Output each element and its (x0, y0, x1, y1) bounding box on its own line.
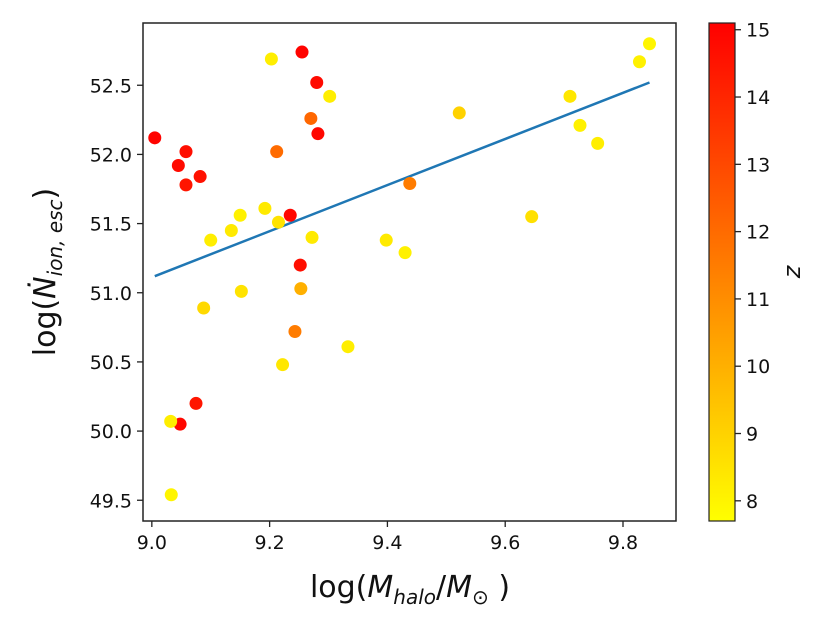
data-points-layer (148, 37, 656, 502)
data-point (323, 89, 337, 103)
data-point (310, 75, 324, 89)
colorbar-tick-label: 14 (746, 87, 770, 109)
colorbar-tick-label: 8 (746, 491, 758, 513)
y-tick-label: 51.5 (90, 214, 132, 236)
y-tick-label: 51.0 (90, 283, 132, 305)
data-point (563, 89, 577, 103)
data-point (294, 282, 308, 296)
x-tick-label: 9.4 (372, 532, 402, 554)
colorbar-tick-label: 10 (746, 356, 770, 378)
colorbar-tick-label: 13 (746, 154, 770, 176)
y-axis-label: log(Ṅion, esc) (27, 188, 67, 357)
data-point (591, 136, 605, 150)
fit-line-layer (154, 81, 650, 278)
data-point (258, 201, 272, 215)
data-point (197, 301, 211, 315)
colorbar-ticks: 8 9 10 11 12 13 14 15 (735, 20, 770, 513)
x-tick-label: 9.6 (490, 532, 520, 554)
data-point (164, 488, 178, 502)
plot-area (142, 22, 677, 522)
colorbar-tick-label: 15 (746, 20, 770, 42)
data-point (288, 324, 302, 338)
colorbar-tick-label: 9 (746, 424, 758, 446)
colorbar-tick-label: 12 (746, 222, 770, 244)
data-point (224, 224, 238, 237)
x-tick-label: 9.8 (608, 532, 638, 554)
data-point (525, 210, 539, 224)
data-point (171, 158, 185, 172)
colorbar-tick-label: 11 (746, 289, 770, 311)
data-point (573, 118, 587, 132)
x-tick-label: 9.0 (137, 532, 167, 554)
data-point (632, 55, 646, 69)
data-point (642, 37, 656, 51)
y-tick-label: 52.0 (90, 144, 132, 166)
data-point (379, 233, 393, 247)
data-point (295, 45, 309, 59)
data-point (304, 111, 318, 125)
data-point (452, 106, 466, 120)
x-axis-ticks: 9.0 9.2 9.4 9.6 9.8 (137, 521, 638, 554)
data-point (398, 246, 412, 260)
data-point (271, 215, 285, 229)
y-tick-label: 50.5 (90, 352, 132, 374)
y-tick-label: 50.0 (90, 421, 132, 443)
data-point (234, 284, 248, 298)
data-point (311, 127, 325, 141)
data-point (233, 208, 247, 222)
y-tick-label: 52.5 (90, 75, 132, 97)
data-point (204, 233, 218, 247)
data-point (193, 170, 207, 184)
y-tick-label: 49.5 (90, 490, 132, 512)
colorbar-label: z (778, 264, 806, 279)
data-point (276, 358, 290, 372)
y-axis-ticks: 49.5 50.0 50.5 51.0 51.5 52.0 52.5 (90, 75, 143, 512)
x-axis-label: log(Mhalo/M⊙ ) (310, 570, 510, 609)
colorbar (708, 22, 736, 522)
fit-line (154, 81, 650, 278)
data-point (148, 131, 162, 145)
data-point (189, 396, 203, 410)
x-tick-label: 9.2 (255, 532, 285, 554)
data-point (264, 52, 278, 66)
data-point (403, 176, 417, 190)
data-point (270, 145, 284, 159)
data-point (293, 258, 307, 272)
data-point (305, 230, 319, 244)
data-point (179, 145, 193, 159)
data-point (179, 178, 193, 192)
data-point (283, 208, 297, 222)
data-point (341, 340, 355, 354)
data-point (164, 414, 178, 428)
